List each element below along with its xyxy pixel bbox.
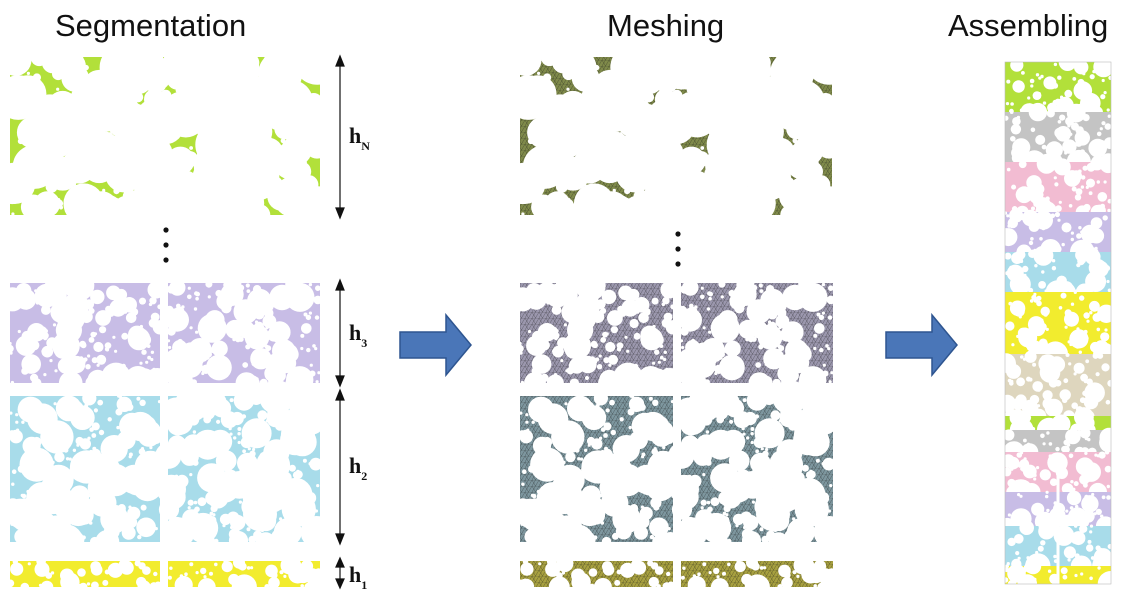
assembly-band-1-green [1005, 53, 1114, 121]
height-label-h1: h1 [349, 562, 367, 592]
segment-panel-h2-left [5, 391, 176, 559]
segmentation-panels [0, 38, 341, 594]
segment-panel-h3-left [0, 269, 171, 396]
dimension-arrow-h1 [335, 556, 345, 590]
assembling-title: Assembling [948, 8, 1109, 43]
height-label-h2: h2 [349, 453, 367, 483]
segment-panel-h3-right [163, 274, 323, 396]
assembling-column [996, 53, 1124, 594]
segment-panel-hN [0, 38, 341, 231]
meshing-panels [504, 38, 853, 594]
ellipsis-dots-segmentation [163, 227, 169, 263]
segmentation-title: Segmentation [55, 8, 247, 43]
assembly-band-2-grey [1003, 102, 1117, 175]
ellipsis-dots-meshing [675, 231, 681, 267]
mesh-panel-h2-right [668, 379, 846, 553]
flow-arrow-meshing-to-assembling [885, 312, 958, 378]
height-label-hN: hN [349, 123, 370, 153]
dimension-arrow-h2 [335, 388, 345, 546]
mesh-panel-h3-left [510, 269, 684, 396]
dimension-arrow-h3 [335, 278, 345, 388]
assembly-band-6-yellow [1005, 290, 1117, 367]
height-label-h3: h3 [349, 320, 367, 350]
segment-panel-h1-right [167, 556, 328, 594]
flow-arrow-segmentation-to-meshing [399, 312, 472, 378]
assembly-band-7-beige [996, 350, 1115, 424]
meshing-title: Meshing [607, 8, 725, 43]
mesh-panel-hN [504, 38, 853, 231]
mesh-panel-h3-right [676, 274, 836, 396]
assembly-band-3-pink [1005, 153, 1117, 223]
dimension-arrow-hN [335, 54, 345, 220]
mesh-panel-h2-left [515, 391, 689, 559]
mesh-panel-h1-right [680, 556, 841, 594]
mesh-panel-h1-left [516, 555, 675, 594]
segment-panel-h2-right [155, 379, 333, 553]
segment-panel-h1-left [6, 556, 162, 594]
